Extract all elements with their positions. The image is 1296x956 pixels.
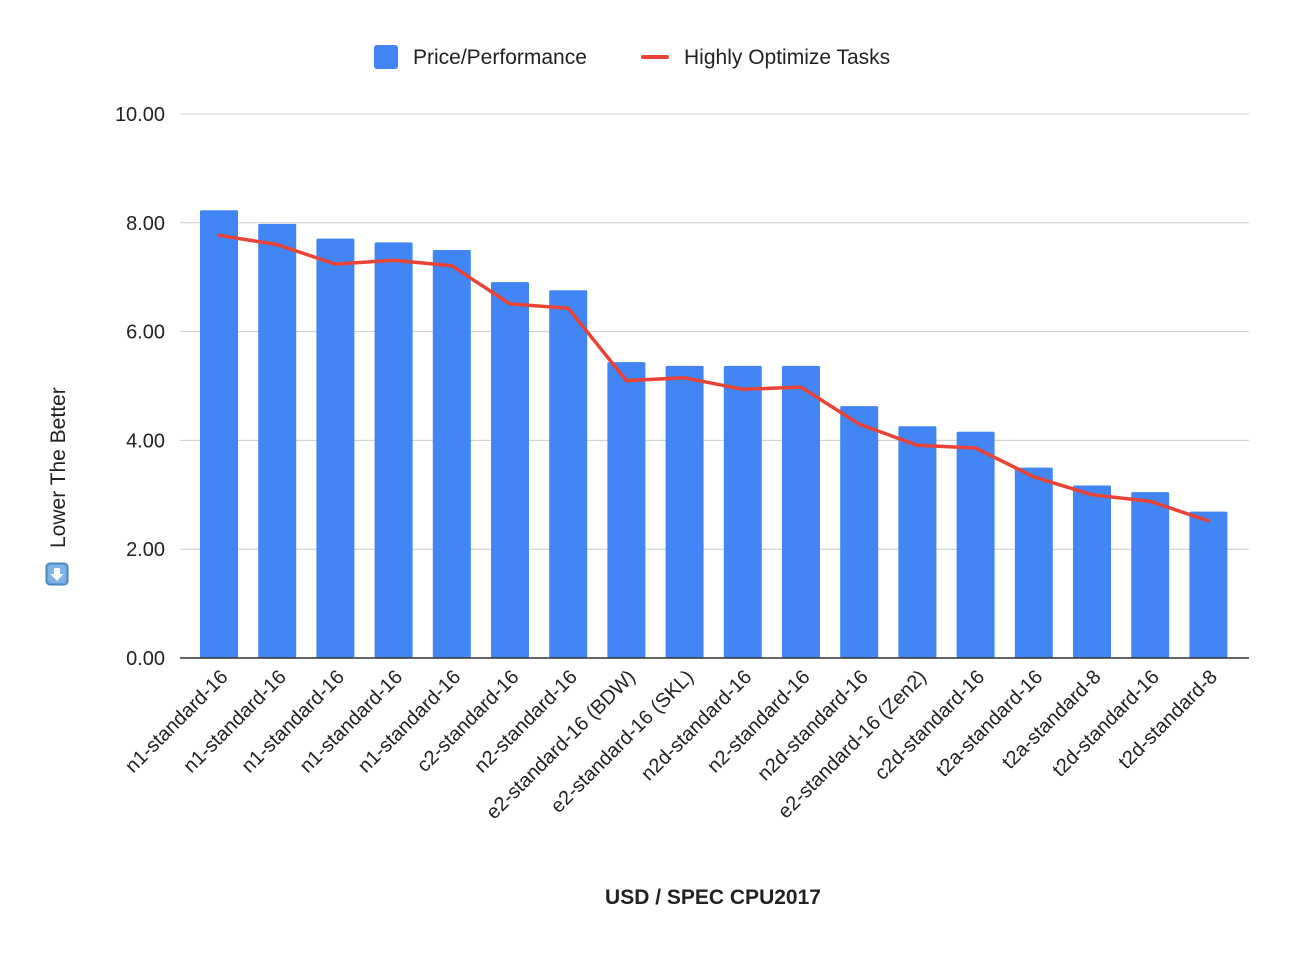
legend-label-price-performance: Price/Performance [413, 46, 587, 69]
line-series [217, 233, 1211, 523]
line-path [217, 233, 1211, 523]
bar [432, 250, 471, 658]
gridlines [180, 113, 1249, 550]
y-tick-label: 0.00 [126, 648, 165, 670]
bar [200, 210, 238, 658]
legend-label-highly-optimize-tasks: Highly Optimize Tasks [684, 46, 890, 69]
bar [374, 242, 413, 658]
bar [956, 431, 995, 658]
x-tick-label: t2d-standard-8 [1114, 666, 1222, 774]
y-axis-ticks: 0.00 2.00 4.00 6.00 8.00 10.00 [115, 104, 165, 670]
bar [1189, 511, 1228, 658]
y-axis-title-group: Lower The Better [47, 387, 70, 548]
bar [840, 406, 879, 658]
x-axis-labels: n1-standard-16n1-standard-16n1-standard-… [121, 666, 1222, 824]
x-axis-title: USD / SPEC CPU2017 [605, 886, 821, 909]
bar [549, 290, 588, 658]
bar [723, 365, 762, 658]
bar [607, 362, 646, 658]
y-tick-label: 8.00 [126, 213, 165, 235]
bar [898, 426, 937, 658]
bar [1073, 485, 1111, 658]
legend: Price/Performance Highly Optimize Tasks [374, 45, 890, 69]
x-tick-label: n1-standard-16 [237, 666, 348, 777]
bar [1014, 467, 1053, 658]
y-tick-label: 4.00 [126, 430, 165, 452]
bar [491, 282, 529, 658]
x-tick-label: t2a-standard-16 [932, 666, 1047, 781]
y-tick-label: 2.00 [126, 539, 165, 561]
bar-series [200, 210, 1228, 659]
bar [782, 365, 820, 658]
x-tick-label: n1-standard-16 [296, 666, 407, 777]
y-axis-title: Lower The Better [47, 387, 70, 548]
bar [1131, 492, 1170, 658]
x-tick-label: n1-standard-16 [121, 666, 232, 777]
x-tick-label: n2-standard-16 [703, 666, 814, 777]
y-tick-label: 10.00 [115, 104, 165, 126]
legend-swatch-price-performance [374, 45, 398, 69]
y-tick-label: 6.00 [126, 322, 165, 344]
x-tick-label: n1-standard-16 [354, 666, 465, 777]
bar [665, 365, 704, 658]
bar [316, 238, 355, 659]
x-tick-label: n1-standard-16 [179, 666, 290, 777]
x-tick-label: c2-standard-16 [413, 666, 524, 777]
down-arrow-button-icon [45, 562, 69, 586]
x-tick-label: t2a-standard-8 [998, 666, 1106, 774]
x-tick-label: t2d-standard-16 [1048, 666, 1163, 781]
bar [258, 223, 297, 658]
x-tick-label: n2-standard-16 [470, 666, 581, 777]
